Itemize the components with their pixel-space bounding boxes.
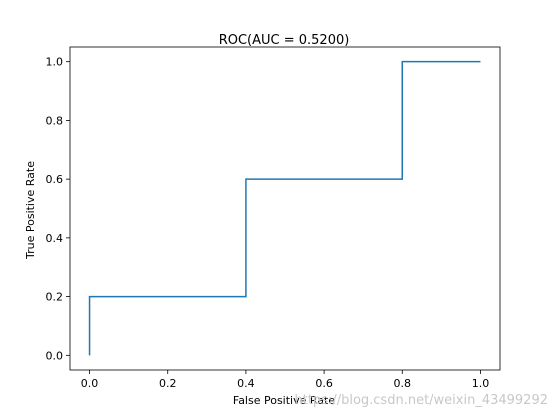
x-axis-label: False Positive Rate (233, 394, 335, 407)
x-tick-label: 0.6 (315, 377, 333, 390)
y-axis-label: True Positive Rate (24, 161, 37, 260)
x-tick-label: 0.8 (394, 377, 412, 390)
x-axis: 0.0 0.2 0.4 0.6 0.8 1.0 (81, 370, 489, 390)
y-tick-label: 0.2 (46, 291, 64, 304)
y-axis: 0.0 0.2 0.4 0.6 0.8 1.0 (46, 56, 70, 362)
plot-frame (69, 46, 501, 371)
roc-curve-line (88, 60, 481, 356)
plot-area (69, 46, 501, 371)
y-tick-label: 0.0 (46, 349, 64, 362)
y-tick-label: 1.0 (46, 56, 64, 69)
chart-title: ROC(AUC = 0.5200) (219, 33, 350, 48)
y-tick-label: 0.4 (46, 232, 64, 245)
x-tick-label: 0.4 (237, 377, 255, 390)
y-tick-label: 0.8 (46, 114, 64, 127)
x-tick-label: 0.0 (81, 377, 99, 390)
watermark-text: https://blog.csdn.net/weixin_43499292 (294, 393, 548, 408)
y-tick-label: 0.6 (46, 173, 64, 186)
x-tick-label: 0.2 (159, 377, 177, 390)
x-tick-label: 1.0 (472, 377, 490, 390)
